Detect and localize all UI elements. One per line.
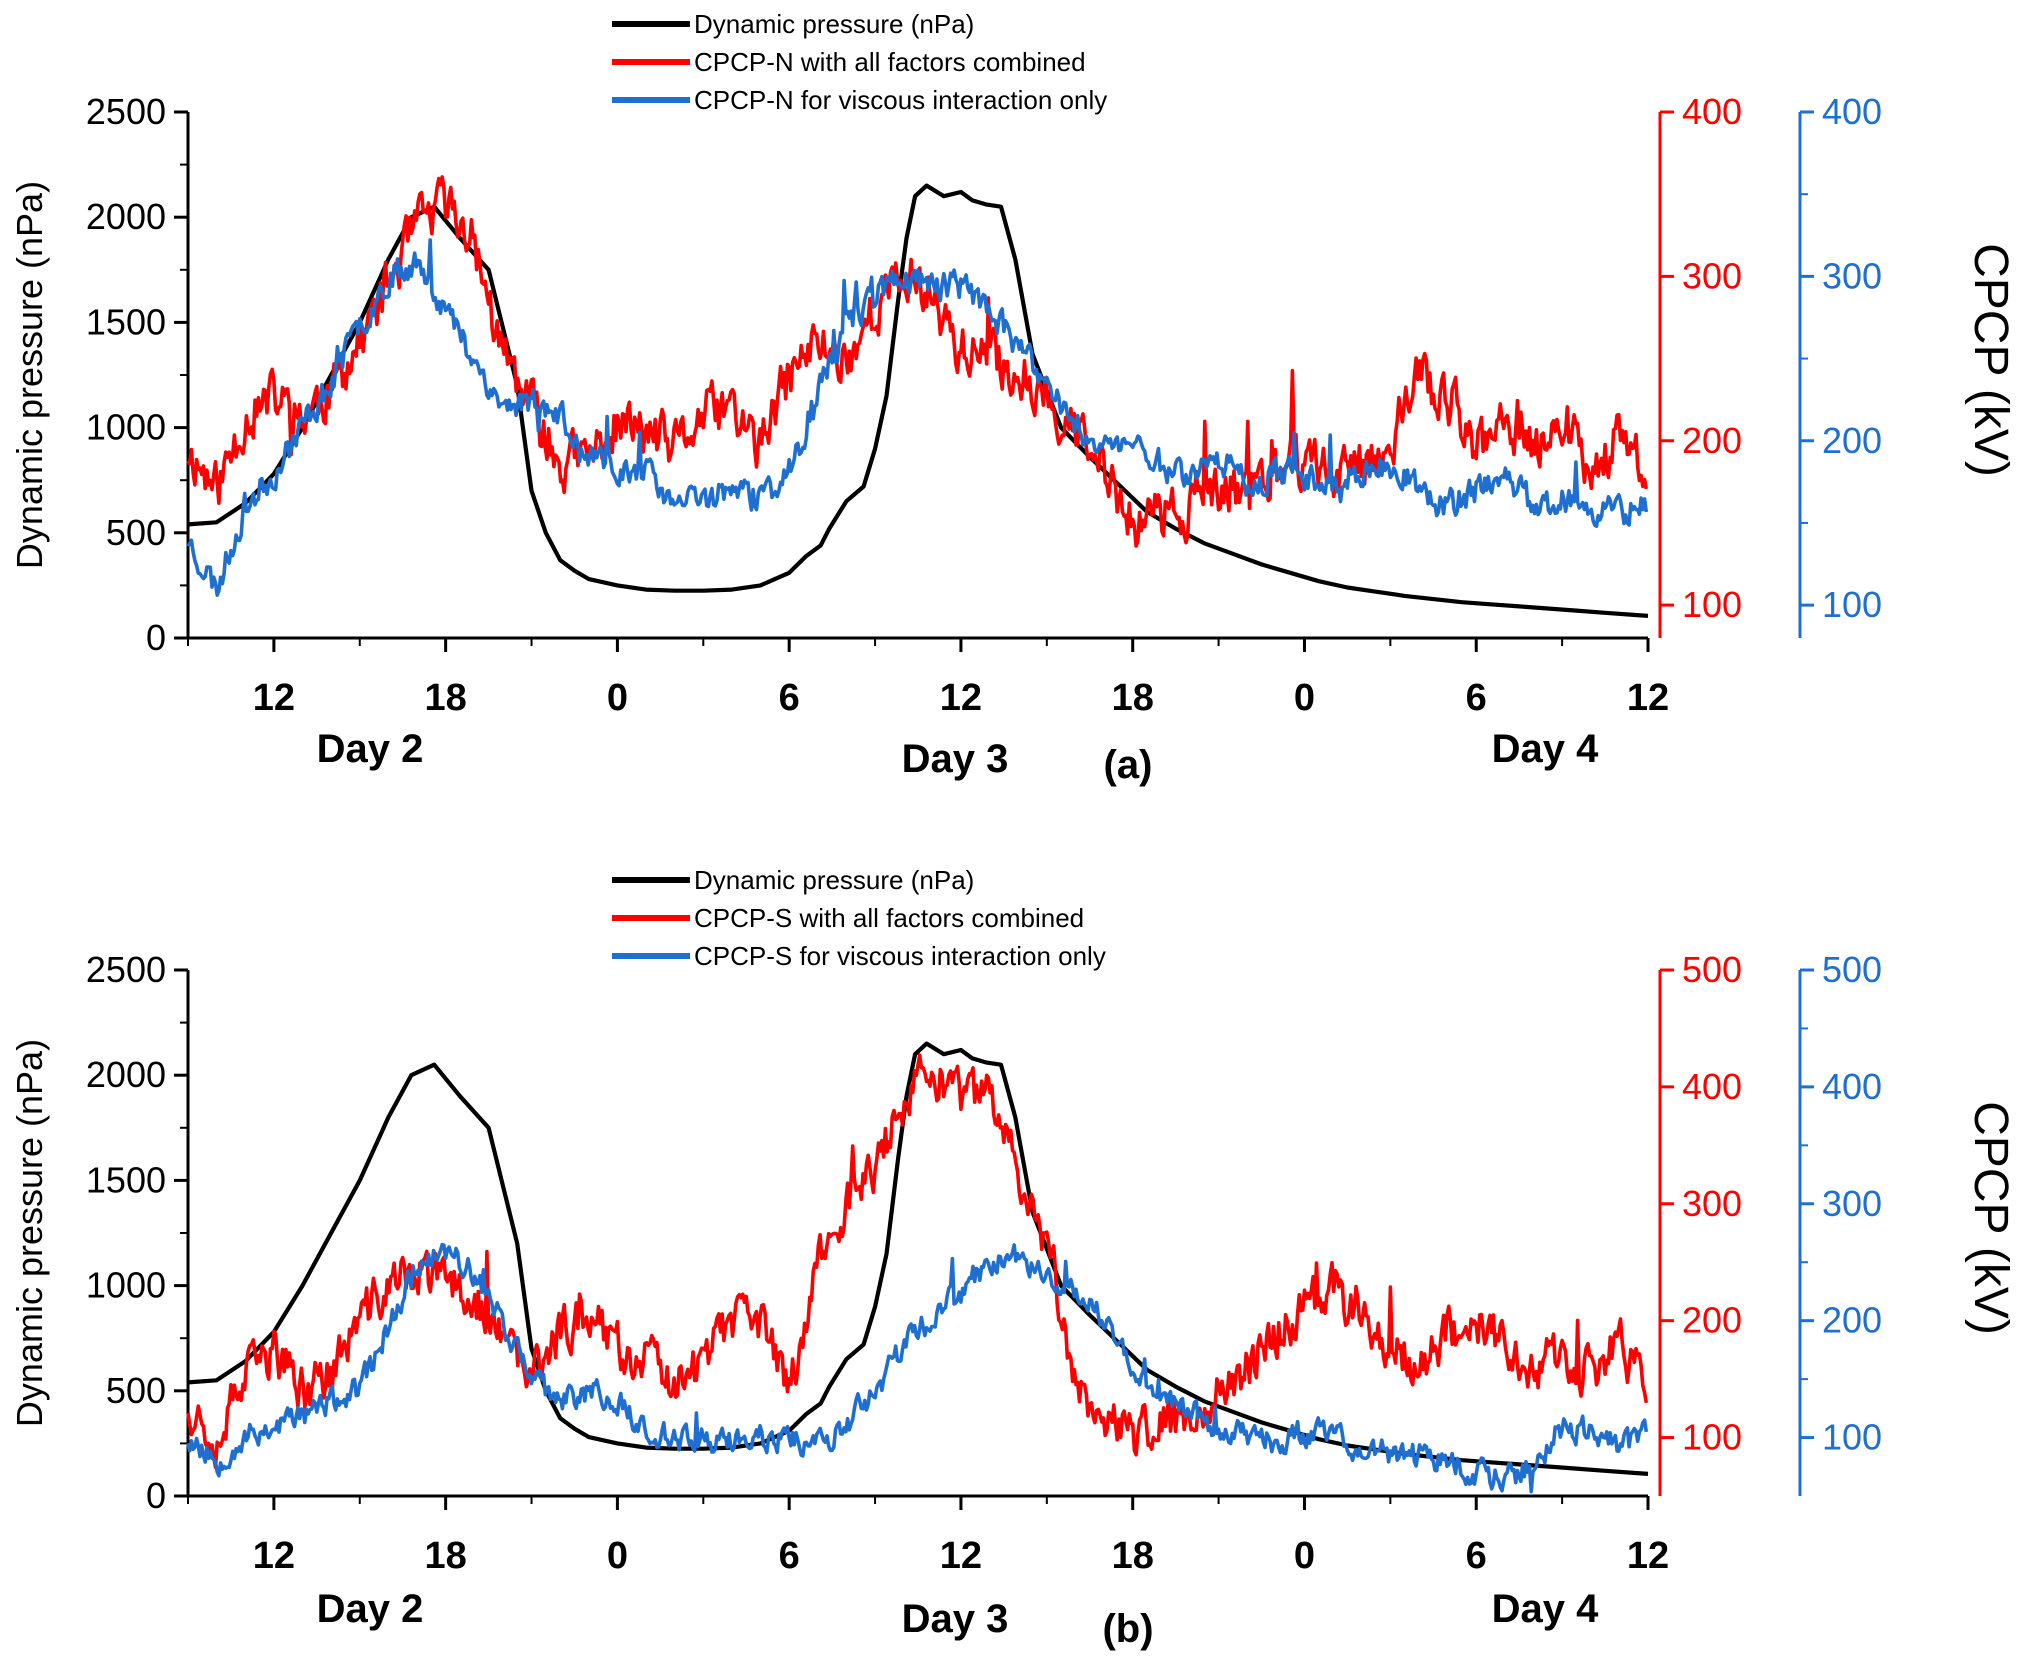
axes: 0500100015002000250010020030040050010020… [9, 949, 2017, 1651]
left-tick-label: 500 [106, 1370, 166, 1411]
panel-a: 0 500 1000 1500 2000 2500 100 200 300 400 100 200 30… [9, 9, 2017, 787]
blue-tick-label: 100 [1822, 584, 1882, 625]
blue-tick-label: 400 [1822, 91, 1882, 132]
x-tick-label: 0 [607, 1535, 628, 1577]
day-label: Day 3 [902, 1597, 1009, 1641]
day-label: Day 2 [317, 1587, 424, 1631]
x-tick-label: 18 [1112, 677, 1154, 719]
left-tick-label: 1500 [86, 301, 166, 342]
series-line-dynamic-pressure [187, 183, 1649, 618]
x-tick-label: 6 [1466, 1535, 1487, 1577]
red-tick-label: 300 [1682, 255, 1742, 296]
blue-tick-label: 300 [1822, 255, 1882, 296]
x-tick-label: 18 [425, 677, 467, 719]
left-tick-label: 0 [146, 617, 166, 658]
x-tick-label: 0 [607, 677, 628, 719]
red-tick-label: 400 [1682, 1066, 1742, 1107]
blue-tick-label: 200 [1822, 420, 1882, 461]
red-tick-label: 200 [1682, 1300, 1742, 1341]
blue-tick-label: 300 [1822, 1183, 1882, 1224]
x-tick-label: 18 [425, 1535, 467, 1577]
x-tick-label: 12 [1627, 677, 1669, 719]
right-axis-title: CPCP (kV) [1964, 1101, 2017, 1335]
panel-label: (a) [1104, 743, 1153, 787]
blue-tick-label: 200 [1822, 1300, 1882, 1341]
series-line-cpcp-all-factors [186, 1053, 1649, 1469]
series-line-cpcp-viscous [186, 1242, 1649, 1494]
panel-label: (b) [1102, 1607, 1153, 1651]
legend-entry: CPCP-S for viscous interaction only [694, 941, 1106, 971]
legend-entry: CPCP-N for viscous interaction only [694, 85, 1107, 115]
axes: 0 500 1000 1500 2000 2500 100 200 300 400 100 200 30… [9, 91, 2017, 787]
red-tick-label: 400 [1682, 91, 1742, 132]
day-label: Day 4 [1492, 1587, 1599, 1631]
series-line-cpcp-viscous [186, 238, 1649, 597]
left-tick-label: 1000 [86, 1265, 166, 1306]
x-tick-label: 12 [1627, 1535, 1669, 1577]
left-axis-title: Dynamic pressure (nPa) [9, 1039, 50, 1427]
day-label: Day 3 [902, 737, 1009, 781]
left-tick-label: 2500 [86, 949, 166, 990]
x-tick-label: 0 [1294, 677, 1315, 719]
day-label: Day 4 [1492, 727, 1599, 771]
left-tick-label: 1000 [86, 407, 166, 448]
x-tick-label: 12 [253, 677, 295, 719]
legend-entry: CPCP-N with all factors combined [694, 47, 1086, 77]
x-tick-label: 0 [1294, 1535, 1315, 1577]
legend: Dynamic pressure (nPa) CPCP-S with all fa… [612, 865, 1106, 971]
red-tick-label: 500 [1682, 949, 1742, 990]
x-tick-label: 12 [940, 1535, 982, 1577]
blue-tick-label: 500 [1822, 949, 1882, 990]
left-tick-label: 1500 [86, 1159, 166, 1200]
day-label: Day 2 [317, 727, 424, 771]
panel-b: 0500100015002000250010020030040050010020… [9, 865, 2017, 1651]
series-line-dynamic-pressure [187, 1041, 1649, 1476]
blue-tick-label: 400 [1822, 1066, 1882, 1107]
left-tick-label: 2000 [86, 1054, 166, 1095]
red-tick-label: 100 [1682, 584, 1742, 625]
x-tick-label: 6 [779, 677, 800, 719]
red-tick-label: 300 [1682, 1183, 1742, 1224]
left-axis-title: Dynamic pressure (nPa) [9, 181, 50, 569]
left-tick-label: 2500 [86, 91, 166, 132]
legend-entry: Dynamic pressure (nPa) [694, 865, 974, 895]
x-tick-label: 6 [1466, 677, 1487, 719]
left-tick-label: 2000 [86, 196, 166, 237]
series-line-cpcp-all-factors [186, 175, 1649, 548]
x-tick-label: 12 [253, 1535, 295, 1577]
red-tick-label: 100 [1682, 1417, 1742, 1458]
legend-entry: CPCP-S with all factors combined [694, 903, 1084, 933]
legend: Dynamic pressure (nPa) CPCP-N with all fa… [612, 9, 1107, 115]
left-tick-label: 0 [146, 1475, 166, 1516]
blue-tick-label: 100 [1822, 1417, 1882, 1458]
x-tick-label: 18 [1112, 1535, 1154, 1577]
left-tick-label: 500 [106, 512, 166, 553]
red-tick-label: 200 [1682, 420, 1742, 461]
right-axis-title: CPCP (kV) [1964, 243, 2017, 477]
x-tick-label: 6 [779, 1535, 800, 1577]
legend-entry: Dynamic pressure (nPa) [694, 9, 974, 39]
x-tick-label: 12 [940, 677, 982, 719]
